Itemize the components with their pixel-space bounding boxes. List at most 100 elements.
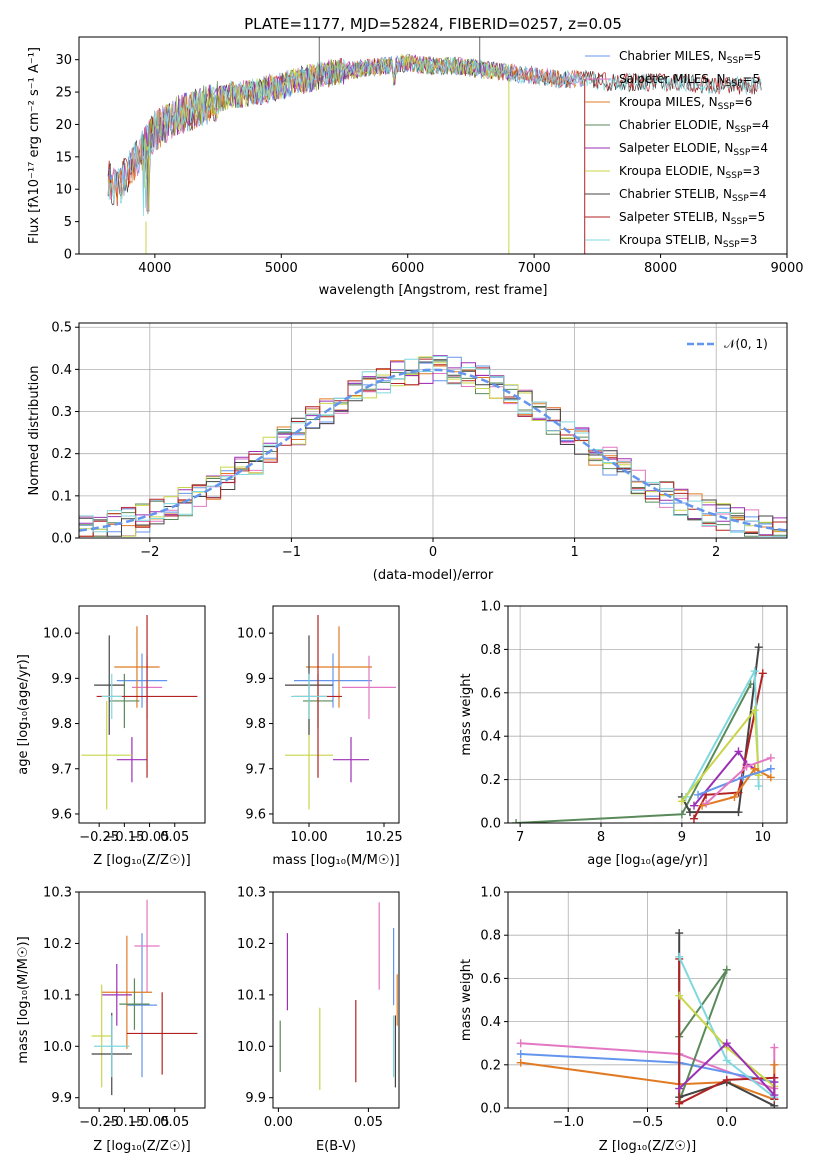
x-tick-label: −0.25 <box>79 1115 119 1130</box>
y-tick-label: 0.2 <box>480 1058 501 1073</box>
normal-reference-curve <box>79 368 787 532</box>
weight-marker <box>512 819 521 823</box>
weight-marker <box>758 669 767 678</box>
y-tick-label: 10.0 <box>237 627 266 642</box>
y-tick-label: 1.0 <box>480 600 501 615</box>
legend-entry: Chabrier ELODIE, NSSP=4 <box>619 118 769 135</box>
legend-entry: Salpeter STELIB, NSSP=5 <box>619 210 765 227</box>
x-tick-label: −0.05 <box>130 1115 170 1130</box>
y-tick-label: 10.2 <box>43 937 72 952</box>
weight-marker <box>675 991 684 1000</box>
spectrum-panel: 4000 5000 6000 7000 8000 9000 0 5 10 15 20 25 30 wave… <box>27 36 804 298</box>
y-tick-label: 10.0 <box>43 1040 72 1055</box>
axes-frame <box>78 891 206 1109</box>
x-tick-label: −0.25 <box>79 830 119 845</box>
axes-frame <box>507 605 788 824</box>
metallicity-age-panel: −0.25−0.15−0.050.05 9.6 9.7 9.8 9.9 10.0 Z [lo… <box>16 605 206 868</box>
axes-frame <box>78 322 788 539</box>
histograms <box>79 355 787 537</box>
y-tick-label: 0.8 <box>480 643 501 658</box>
y-tick-label: 0.0 <box>480 817 501 832</box>
y-tick-label: 0.2 <box>51 447 72 462</box>
weight-marker <box>675 1084 684 1093</box>
weight-marker <box>730 792 739 801</box>
axes-frame <box>272 605 400 824</box>
y-tick-label: 10.0 <box>237 1040 266 1055</box>
x-tick-label: 8000 <box>644 261 677 276</box>
x-axis-label: Z [log₁₀(Z/Z☉)] <box>599 1139 696 1154</box>
weight-marker <box>516 1058 525 1067</box>
weight-marker <box>675 929 684 938</box>
y-tick-label: 0 <box>64 248 72 263</box>
x-tick-label: 9000 <box>770 261 803 276</box>
y-tick-label: 1.0 <box>480 886 501 901</box>
weight-marker <box>766 764 775 773</box>
weight-marker <box>698 801 707 810</box>
y-tick-label: 9.7 <box>245 762 266 777</box>
y-tick-label: 25 <box>55 86 72 101</box>
x-tick-label: 0 <box>429 545 437 560</box>
y-tick-label: 9.6 <box>245 807 266 822</box>
x-tick-label: 2 <box>712 545 720 560</box>
y-axis-label: age [log₁₀(age/yr)] <box>16 654 31 775</box>
y-tick-label: 9.9 <box>245 672 266 687</box>
axes-frame <box>78 36 788 255</box>
weight-marker <box>734 747 743 756</box>
weight-marker <box>690 814 698 823</box>
weight-marker <box>722 1075 731 1084</box>
error-bars <box>285 615 396 810</box>
x-tick-label: 0.00 <box>264 1115 293 1130</box>
x-axis-label: age [log₁₀(age/yr)] <box>587 853 708 868</box>
weight-marker <box>754 782 763 791</box>
y-tick-label: 9.9 <box>245 1091 266 1106</box>
x-tick-label: 5000 <box>265 261 298 276</box>
weight-marker <box>770 1043 779 1052</box>
x-tick-label: 7 <box>516 830 524 845</box>
weight-series-line <box>701 767 772 807</box>
weight-marker <box>750 667 759 676</box>
x-tick-label: 10 <box>754 830 771 845</box>
y-tick-label: 0.5 <box>51 321 72 336</box>
residual-histogram-panel: −2 −1 0 1 2 0.0 0.1 0.2 0.3 0.4 0.5 (data-model)/er… <box>27 321 788 583</box>
y-tick-label: 9.8 <box>245 717 266 732</box>
x-axis-label: Z [log₁₀(Z/Z☉)] <box>93 1139 190 1154</box>
legend-entry: Kroupa ELODIE, NSSP=3 <box>619 164 760 181</box>
axes-frame <box>272 891 400 1109</box>
y-tick-label: 20 <box>55 118 72 133</box>
weight-marker <box>770 1078 779 1087</box>
y-tick-label: 9.7 <box>51 762 72 777</box>
y-tick-label: 5 <box>64 215 72 230</box>
y-tick-label: 10.1 <box>43 988 72 1003</box>
y-tick-label: 0.4 <box>51 363 72 378</box>
weight-series-line <box>697 767 772 796</box>
y-axis-label: mass weight <box>459 959 474 1041</box>
y-tick-label: 10.1 <box>237 988 266 1003</box>
extinction-mass-panel: 0.00 0.05 9.9 10.0 10.1 10.2 10.3 E(B-V) <box>237 886 400 1154</box>
legend-entry: Chabrier MILES, NSSP=5 <box>619 49 761 66</box>
weight-marker <box>722 1056 731 1065</box>
x-axis-label: (data-model)/error <box>373 568 494 583</box>
y-tick-label: 9.9 <box>51 672 72 687</box>
y-tick-label: 0.6 <box>480 686 501 701</box>
weight-marker <box>677 797 686 806</box>
weight-marker <box>766 773 775 782</box>
legend-entry: 𝒩(0, 1) <box>724 337 768 351</box>
axes-frame <box>78 605 206 824</box>
legend-entry: Salpeter ELODIE, NSSP=4 <box>619 141 768 158</box>
x-tick-label: 0.0 <box>716 1115 737 1130</box>
x-tick-label: 0.05 <box>160 830 189 845</box>
x-tick-label: 8 <box>597 830 605 845</box>
weight-marker <box>722 965 731 974</box>
y-tick-label: 10.3 <box>237 886 266 901</box>
weight-marker <box>677 810 686 819</box>
weight-series <box>512 643 775 823</box>
weight-series-line <box>678 1041 776 1098</box>
y-axis-label: Normed distribution <box>27 366 42 496</box>
weight-series-line <box>705 756 772 805</box>
axes-frame <box>507 891 788 1109</box>
weight-marker <box>770 1060 779 1069</box>
x-axis-label: mass [log₁₀(M/M☉)] <box>272 853 399 868</box>
weight-marker <box>702 799 711 808</box>
y-tick-label: 9.8 <box>51 717 72 732</box>
